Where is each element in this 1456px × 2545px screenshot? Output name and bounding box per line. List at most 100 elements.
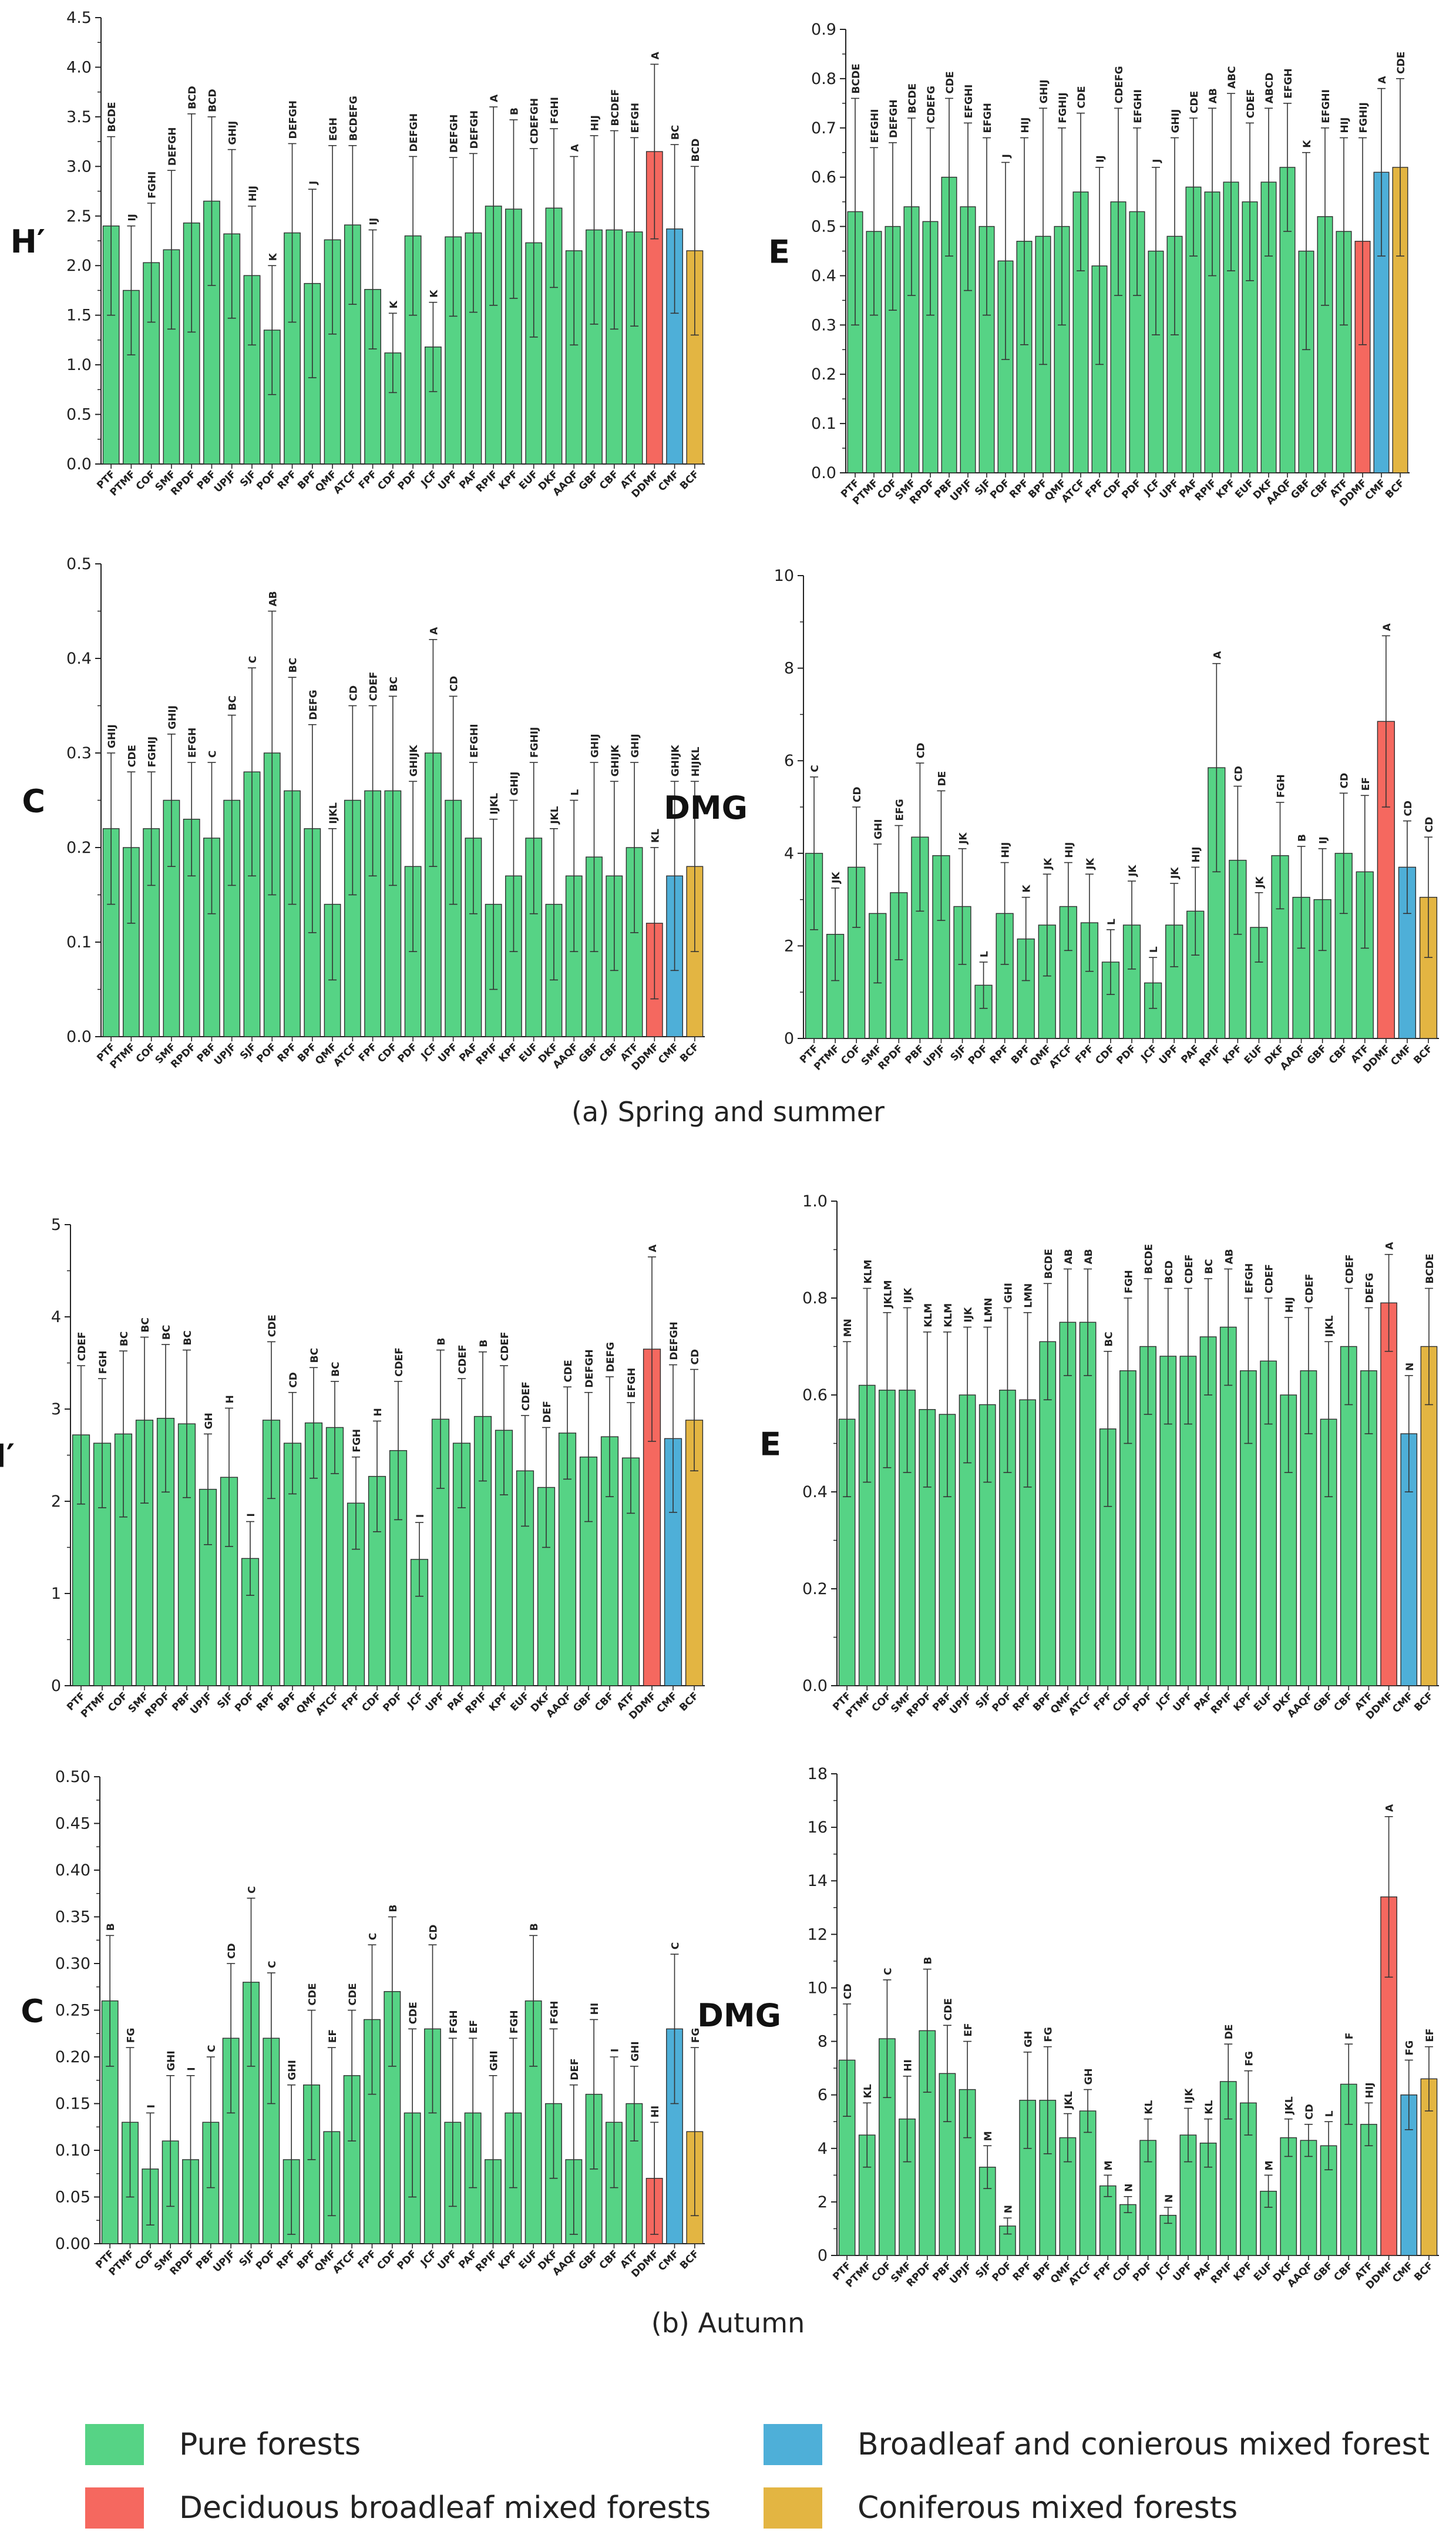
x-tick-label: RPF bbox=[1011, 2260, 1034, 2283]
significance-label: HIJ bbox=[1364, 2082, 1376, 2098]
significance-label: DEFGH bbox=[469, 110, 480, 149]
x-tick-label: CMF bbox=[654, 1690, 680, 1715]
significance-label: EF bbox=[963, 2023, 974, 2036]
y-tick-label: 8 bbox=[818, 2033, 828, 2051]
x-tick-label: POF bbox=[990, 1690, 1014, 1714]
y-tick-label: 10 bbox=[808, 1979, 828, 1997]
significance-label: N bbox=[1164, 2194, 1175, 2203]
y-axis-title: H′ bbox=[0, 1438, 15, 1475]
x-tick-label: RPF bbox=[275, 1041, 299, 1064]
significance-label: CD bbox=[288, 1372, 300, 1388]
y-tick-label: 0.8 bbox=[802, 1289, 828, 1307]
significance-label: BC bbox=[140, 1317, 152, 1332]
x-tick-label: PDF bbox=[1131, 1690, 1155, 1714]
significance-label: JK bbox=[1254, 876, 1266, 888]
legend-label: Broadleaf and conierous mixed forest bbox=[858, 2427, 1430, 2462]
significance-label: EF bbox=[468, 2020, 480, 2033]
significance-label: J bbox=[1001, 154, 1013, 158]
x-tick-label: UPJF bbox=[948, 477, 974, 503]
significance-label: BCD bbox=[187, 86, 199, 109]
significance-label: B bbox=[529, 1923, 540, 1931]
significance-label: GHI bbox=[1003, 1283, 1014, 1303]
y-tick-label: 0.30 bbox=[55, 1955, 90, 1973]
significance-label: C bbox=[267, 1961, 278, 1968]
significance-label: HIJ bbox=[247, 186, 259, 201]
x-tick-label: CBF bbox=[1331, 2260, 1355, 2283]
x-tick-label: CDF bbox=[1111, 1690, 1135, 1714]
significance-label: CD bbox=[449, 676, 460, 692]
significance-label: M bbox=[983, 2131, 994, 2141]
y-tick-label: 0.2 bbox=[811, 365, 836, 384]
bar-DDMF bbox=[1380, 1302, 1397, 1686]
significance-label: GHIJK bbox=[610, 744, 621, 776]
bar-ATCF bbox=[1079, 1322, 1097, 1686]
y-tick-label: 0.10 bbox=[55, 2141, 90, 2160]
significance-label: CDEF bbox=[499, 1332, 511, 1361]
bar-PBF bbox=[203, 200, 220, 465]
significance-label: C bbox=[809, 765, 821, 772]
y-tick-label: 0.8 bbox=[811, 70, 836, 88]
chart-b-DMG: 024681012141618DMGCDPTFKLPTMFCCOFHISMFBR… bbox=[697, 1765, 1439, 2292]
significance-label: AB bbox=[1063, 1249, 1075, 1264]
x-tick-label: GBF bbox=[571, 1690, 595, 1714]
significance-label: C bbox=[206, 2045, 218, 2052]
significance-label: I bbox=[246, 1513, 257, 1517]
y-tick-label: 2.5 bbox=[66, 207, 92, 226]
significance-label: EFGHI bbox=[869, 109, 881, 143]
significance-label: EFGH bbox=[1243, 1263, 1255, 1293]
x-tick-label: UPJF bbox=[947, 2260, 974, 2286]
x-tick-label: RPIF bbox=[1209, 1690, 1235, 1716]
x-tick-label: BCF bbox=[1383, 477, 1407, 500]
x-tick-label: POF bbox=[988, 477, 1012, 501]
significance-label: GHIJ bbox=[167, 705, 179, 729]
significance-label: BCDEF bbox=[610, 89, 621, 126]
significance-label: N bbox=[1003, 2205, 1014, 2213]
significance-label: BC bbox=[182, 1330, 194, 1345]
y-tick-label: 0.25 bbox=[55, 2002, 90, 2020]
y-axis-title: C bbox=[21, 1993, 44, 2030]
legend-swatch-coniferous bbox=[764, 2487, 822, 2529]
significance-label: I bbox=[146, 2104, 157, 2108]
significance-label: CDE bbox=[563, 1360, 574, 1382]
y-tick-label: 1.0 bbox=[802, 1192, 828, 1211]
x-tick-label: KPF bbox=[1214, 477, 1238, 500]
y-tick-label: 14 bbox=[808, 1872, 828, 1890]
x-tick-label: RPIF bbox=[473, 2248, 500, 2274]
significance-label: DEFGH bbox=[888, 99, 900, 138]
y-axis-title: DMG bbox=[697, 1997, 781, 2034]
significance-label: FG bbox=[1404, 2040, 1416, 2056]
significance-label: GH bbox=[1083, 2068, 1095, 2085]
significance-label: H bbox=[224, 1395, 236, 1403]
x-tick-label: CDF bbox=[1111, 2260, 1135, 2284]
x-tick-label: COF bbox=[839, 1043, 863, 1067]
x-tick-label: RPF bbox=[1007, 477, 1031, 500]
y-tick-label: 4.0 bbox=[66, 58, 92, 76]
significance-label: FG bbox=[1243, 2051, 1255, 2066]
significance-label: BCDE bbox=[1144, 1244, 1155, 1274]
significance-label: CDE bbox=[408, 2002, 419, 2024]
x-tick-label: PDF bbox=[396, 468, 420, 492]
significance-label: AB bbox=[1083, 1249, 1095, 1264]
significance-label: L bbox=[1106, 919, 1118, 925]
x-tick-label: UPF bbox=[436, 1041, 460, 1065]
significance-label: BC bbox=[330, 1361, 342, 1376]
chart-a-C: 0.00.10.20.30.40.5CGHIJPTFCDEPTMFFGHIJCO… bbox=[22, 555, 705, 1073]
x-tick-label: FPF bbox=[1091, 2260, 1114, 2282]
chart-a-H: 0.00.51.01.52.02.53.03.54.04.5H′BCDEPTFI… bbox=[11, 9, 705, 500]
x-tick-label: UPJF bbox=[188, 1690, 214, 1716]
significance-label: BC bbox=[670, 125, 682, 140]
significance-label: CDE bbox=[307, 1983, 319, 2005]
significance-label: CD bbox=[1403, 801, 1414, 816]
y-tick-label: 0.0 bbox=[802, 1677, 828, 1695]
significance-label: ABCD bbox=[1264, 73, 1276, 104]
y-tick-label: 6 bbox=[818, 2086, 828, 2104]
x-tick-label: CMF bbox=[1363, 477, 1388, 502]
significance-label: CDEF bbox=[457, 1344, 469, 1374]
x-tick-label: GBF bbox=[576, 2248, 600, 2272]
significance-label: EFGH bbox=[982, 103, 994, 133]
y-tick-label: 16 bbox=[808, 1818, 828, 1837]
x-tick-label: JCF bbox=[419, 468, 440, 489]
significance-label: LMN bbox=[983, 1298, 994, 1323]
legend-item-deciduous: Deciduous broadleaf mixed forests bbox=[85, 2485, 711, 2531]
